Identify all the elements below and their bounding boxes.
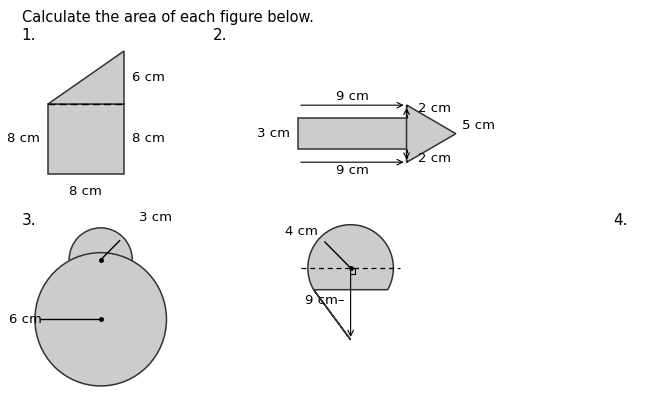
Ellipse shape <box>35 253 166 386</box>
Text: 8 cm: 8 cm <box>132 132 164 145</box>
Text: 8 cm: 8 cm <box>70 185 103 198</box>
Polygon shape <box>48 104 123 174</box>
Text: 3 cm: 3 cm <box>257 127 290 140</box>
Text: Calculate the area of each figure below.: Calculate the area of each figure below. <box>21 10 313 26</box>
Text: 1.: 1. <box>21 28 36 43</box>
Text: 4.: 4. <box>614 213 628 228</box>
Polygon shape <box>48 51 123 104</box>
Text: 8 cm: 8 cm <box>7 132 40 145</box>
Text: 3.: 3. <box>21 213 36 228</box>
Text: 6 cm: 6 cm <box>9 313 42 326</box>
Polygon shape <box>407 105 456 162</box>
Polygon shape <box>308 225 393 340</box>
Text: 3 cm: 3 cm <box>139 211 172 224</box>
Text: 9 cm–: 9 cm– <box>305 294 344 307</box>
Polygon shape <box>298 118 407 149</box>
Text: 9 cm: 9 cm <box>336 90 368 103</box>
Text: 4 cm: 4 cm <box>285 225 318 238</box>
Text: 6 cm: 6 cm <box>132 71 164 84</box>
Text: 9 cm: 9 cm <box>336 164 368 177</box>
Text: 5 cm: 5 cm <box>462 119 495 132</box>
Text: 2 cm: 2 cm <box>418 152 452 165</box>
Text: 2 cm: 2 cm <box>418 102 452 115</box>
Ellipse shape <box>69 228 132 292</box>
Text: 2.: 2. <box>213 28 227 43</box>
